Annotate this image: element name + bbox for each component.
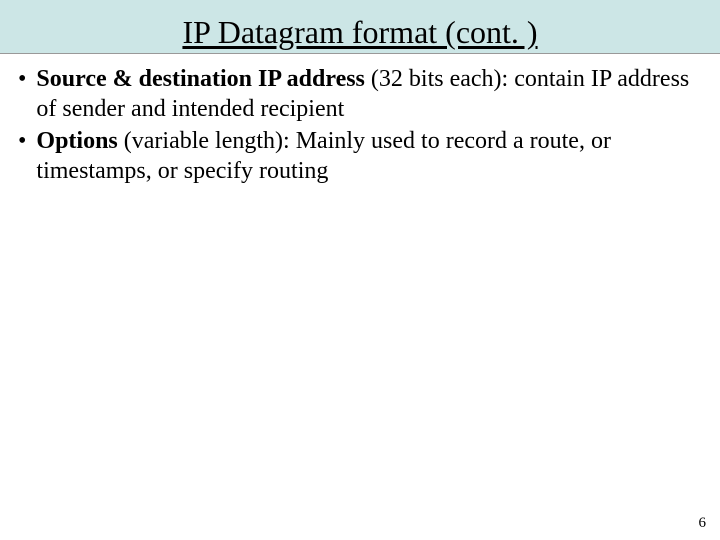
bullet-marker: • — [18, 64, 26, 94]
slide-content: • Source & destination IP address (32 bi… — [0, 54, 720, 186]
title-bar: IP Datagram format (cont. ) — [0, 0, 720, 54]
bullet-bold: Source & destination IP address — [36, 66, 365, 92]
slide-title: IP Datagram format (cont. ) — [182, 14, 537, 51]
bullet-rest: (variable length): Mainly used to record… — [36, 128, 611, 184]
bullet-marker: • — [18, 126, 26, 156]
bullet-text: Options (variable length): Mainly used t… — [36, 126, 702, 186]
bullet-item: • Source & destination IP address (32 bi… — [18, 64, 702, 124]
bullet-bold: Options — [36, 128, 117, 154]
page-number: 6 — [699, 515, 707, 532]
bullet-item: • Options (variable length): Mainly used… — [18, 126, 702, 186]
bullet-text: Source & destination IP address (32 bits… — [36, 64, 702, 124]
